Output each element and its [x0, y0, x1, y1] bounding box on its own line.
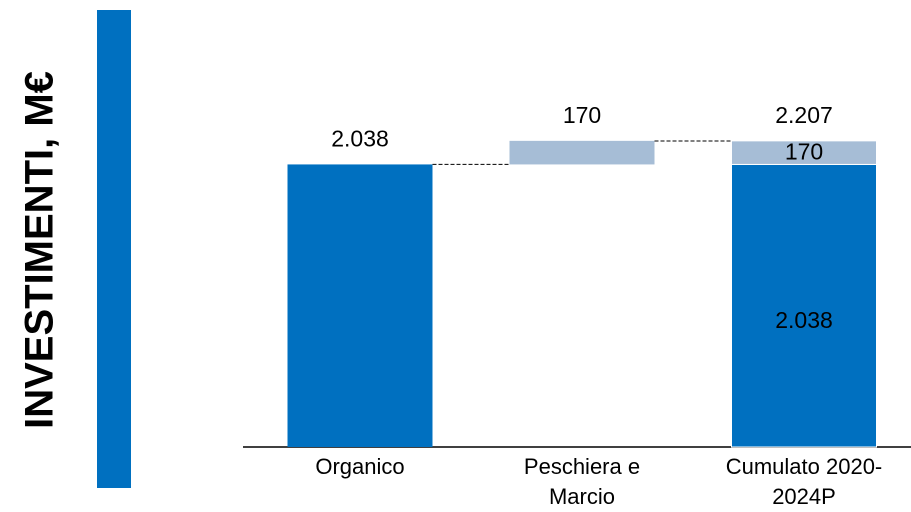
x-tick-label: Peschiera e Marcio — [523, 454, 641, 509]
x-tick-label: Organico — [315, 454, 405, 479]
segment-label: 170 — [785, 139, 823, 165]
value-label: 2.038 — [331, 126, 389, 152]
bar — [509, 140, 655, 165]
bar-segment — [731, 163, 877, 448]
x-tick-label: Cumulato 2020-2024P — [725, 454, 883, 509]
decor-bar — [97, 10, 131, 488]
y-axis-label: INVESTIMENTI, M€ — [18, 71, 62, 429]
value-label: 170 — [563, 102, 601, 128]
total-label: 2.207 — [775, 102, 833, 128]
bar-segment — [731, 140, 877, 165]
bar — [287, 164, 433, 447]
segment-label: 2.038 — [775, 307, 833, 333]
